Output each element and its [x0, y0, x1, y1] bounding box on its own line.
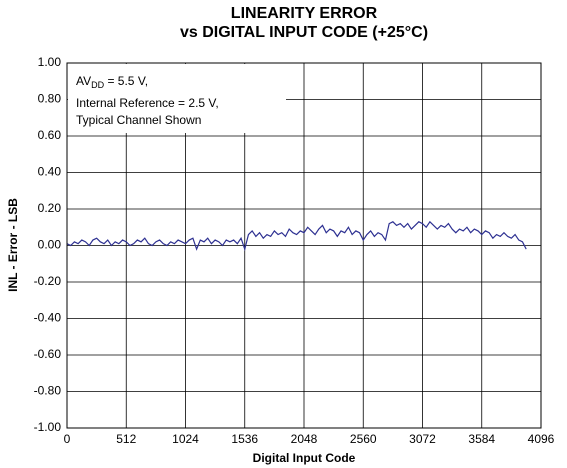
x-tick-label: 4096 [528, 432, 555, 446]
x-tick-label: 2048 [291, 432, 318, 446]
y-tick-label: -0.80 [34, 384, 62, 398]
y-tick-label: -1.00 [34, 420, 62, 434]
x-tick-label: 512 [116, 432, 136, 446]
y-tick-label: 0.40 [38, 165, 62, 179]
annotation-subscript: DD [91, 80, 104, 90]
annotation: Typical Channel Shown [76, 113, 201, 127]
annotation-text: AV [76, 74, 91, 88]
annotation-box [68, 64, 286, 133]
y-tick-label: 0.60 [38, 128, 62, 142]
x-tick-label: 0 [64, 432, 71, 446]
y-tick-label: -0.40 [34, 311, 62, 325]
x-axis-label: Digital Input Code [253, 451, 356, 465]
y-tick-label: -0.60 [34, 347, 62, 361]
chart-title: LINEARITY ERROR [231, 5, 378, 22]
plot [66, 220, 527, 252]
plot-frame [66, 62, 542, 429]
y-tick-label: -0.20 [34, 274, 62, 288]
y-tick-label: 0.00 [38, 238, 62, 252]
x-tick-label: 1536 [231, 432, 258, 446]
annotation: AVDD = 5.5 V, [76, 74, 148, 90]
x-tick-label: 2560 [350, 432, 377, 446]
y-axis-label: INL - Error - LSB [6, 198, 20, 292]
y-tick-label: 0.20 [38, 201, 62, 215]
annotation: Internal Reference = 2.5 V, [76, 96, 219, 110]
y-tick-label: 1.00 [38, 55, 62, 69]
x-tick-label: 3584 [468, 432, 495, 446]
data-line [66, 220, 527, 252]
chart-subtitle: vs DIGITAL INPUT CODE (+25°C) [180, 24, 428, 41]
annotation-text: = 5.5 V, [104, 74, 148, 88]
x-tick-label: 1024 [172, 432, 199, 446]
x-tick-label: 3072 [409, 432, 436, 446]
y-tick-label: 0.80 [38, 92, 62, 106]
